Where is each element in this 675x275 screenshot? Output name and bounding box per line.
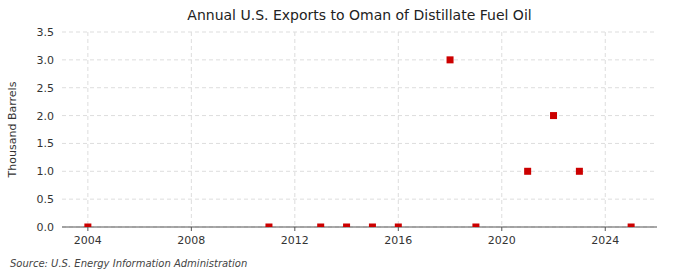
axes: 0.0 0.5 1.0 1.5 2.0 2.5 3.0 3.5 2004 2008 2012 2016… xyxy=(37,26,658,247)
chart-container: 0.0 0.5 1.0 1.5 2.0 2.5 3.0 3.5 2004 2008 2012 2016… xyxy=(0,0,675,275)
x-tick-label: 2016 xyxy=(384,234,412,247)
y-tick-label: 0.5 xyxy=(37,193,55,206)
y-tick-label: 1.0 xyxy=(37,165,55,178)
x-tick-label: 2024 xyxy=(591,234,619,247)
point xyxy=(84,224,91,228)
y-axis-label: Thousand Barrels xyxy=(6,81,19,178)
x-grid-line xyxy=(191,32,192,227)
y-tick-label: 3.5 xyxy=(37,26,55,39)
point xyxy=(524,168,531,175)
x-tick-label: 2020 xyxy=(488,234,516,247)
y-tick-label: 3.0 xyxy=(37,54,55,67)
point xyxy=(550,112,557,119)
point xyxy=(576,168,583,175)
point xyxy=(265,224,272,228)
x-tick-mark xyxy=(398,227,399,231)
x-tick-mark xyxy=(87,227,88,231)
points xyxy=(84,56,634,227)
x-tick-label: 2008 xyxy=(177,234,205,247)
chart-title: Annual U.S. Exports to Oman of Distillat… xyxy=(187,7,531,23)
x-tick-mark xyxy=(294,227,295,231)
x-tick-mark xyxy=(605,227,606,231)
point xyxy=(628,224,635,228)
y-grid-line xyxy=(62,32,657,33)
point xyxy=(472,224,479,228)
x-grid-line xyxy=(501,32,502,227)
y-tick-label: 2.0 xyxy=(37,110,55,123)
y-grid-line xyxy=(62,59,657,60)
point xyxy=(447,56,454,63)
x-grid-line xyxy=(87,32,88,227)
point xyxy=(395,224,402,228)
x-tick-mark xyxy=(501,227,502,231)
y-grid-line xyxy=(62,143,657,144)
x-axis-line xyxy=(62,227,657,228)
point xyxy=(369,224,376,228)
y-grid-line xyxy=(62,115,657,116)
point xyxy=(317,224,324,228)
x-tick-label: 2004 xyxy=(74,234,102,247)
y-tick-label: 1.5 xyxy=(37,137,55,150)
y-tick-label: 0.0 xyxy=(37,221,55,234)
x-tick-label: 2012 xyxy=(281,234,309,247)
x-grid-line xyxy=(294,32,295,227)
x-grid-line xyxy=(605,32,606,227)
source-note: Source: U.S. Energy Information Administ… xyxy=(10,258,247,269)
chart-svg: 0.0 0.5 1.0 1.5 2.0 2.5 3.0 3.5 2004 2008 2012 2016… xyxy=(0,0,675,275)
y-grid-line xyxy=(62,171,657,172)
y-grid-line xyxy=(62,227,657,228)
point xyxy=(343,224,350,228)
y-grid-line xyxy=(62,199,657,200)
y-tick-label: 2.5 xyxy=(37,82,55,95)
x-tick-mark xyxy=(191,227,192,231)
x-grid-line xyxy=(398,32,399,227)
y-grid-line xyxy=(62,87,657,88)
grid xyxy=(62,32,657,227)
